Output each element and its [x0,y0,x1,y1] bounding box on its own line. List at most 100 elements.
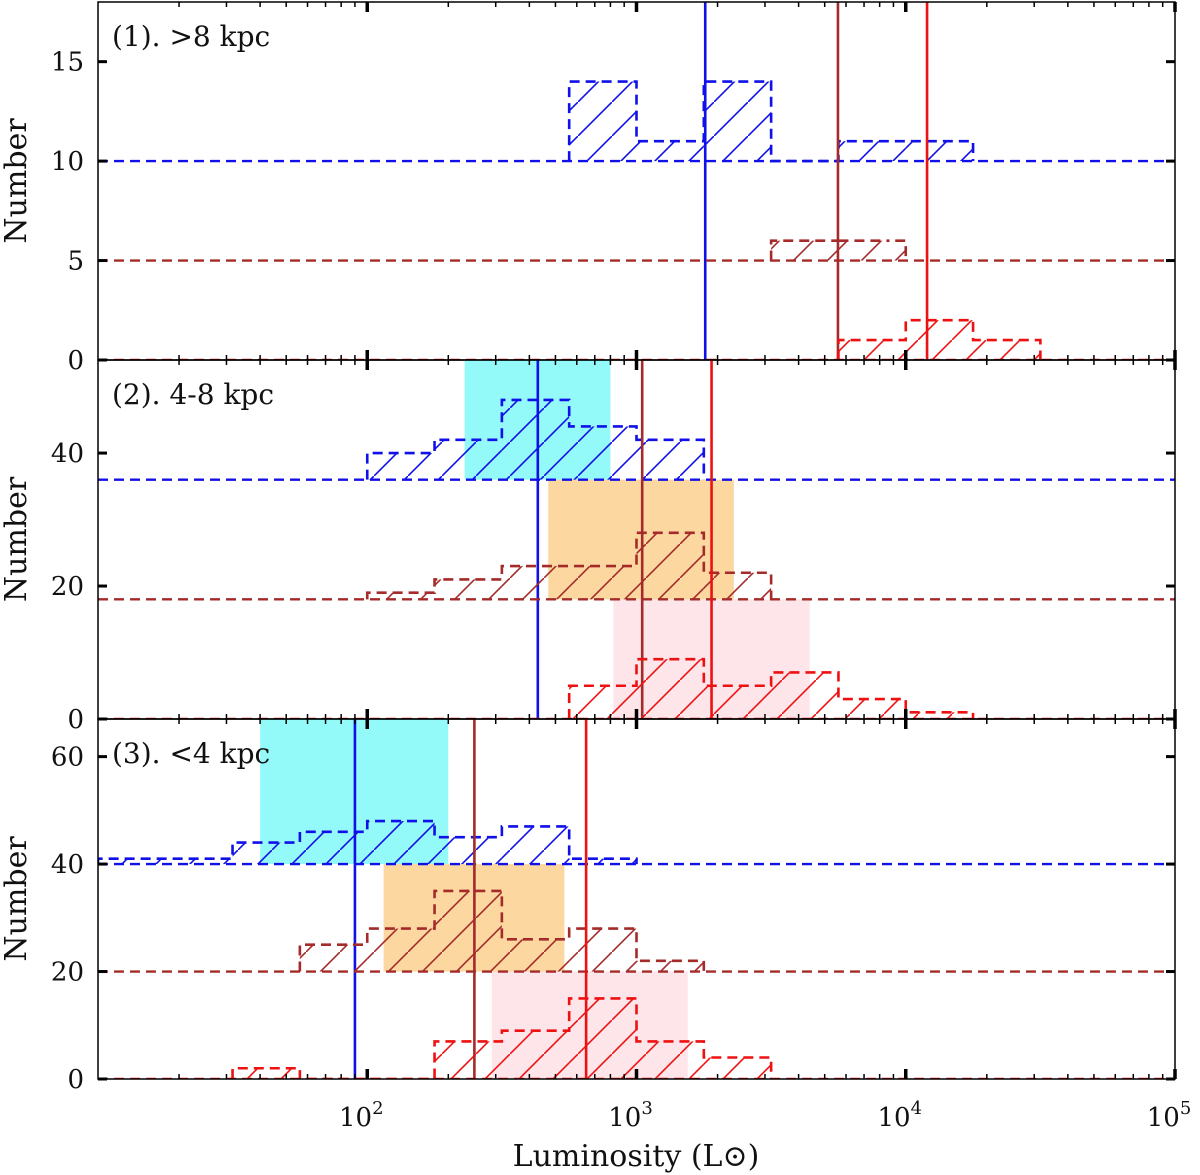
histogram-bar [232,842,300,865]
histogram-bar [569,426,637,480]
histogram-bar [299,831,368,865]
histogram-bar [299,944,368,972]
x-tick-base: 10 [608,1103,641,1133]
y-tick-label: 40 [51,850,84,880]
x-tick-labels: 102 103 104 105 [339,1098,1191,1133]
y-tick-label: 10 [51,147,84,177]
histogram-outline [298,889,706,972]
panel-title: (1). >8 kpc [112,20,270,53]
x-axis-label: Luminosity (L⊙) [513,1139,760,1174]
panel-3: 0 20 40 60 (3). <4 kpc Number [0,718,1177,1095]
panel-1: 0 5 10 15 (1). >8 kpc Number [0,1,1177,376]
histogram-bar [232,1068,300,1079]
histogram-bar [636,141,704,162]
y-axis-label: Number [0,836,34,962]
histogram-bar [636,659,704,719]
panel-plot-area [98,2,1175,360]
histogram-bar [434,579,502,600]
histogram-bar [703,685,772,719]
histogram-bar [434,439,502,480]
y-axis-label: Number [0,118,34,244]
histogram-bar [703,1057,772,1079]
x-tick-base: 10 [339,1103,372,1133]
histogram-red [98,360,1175,719]
histogram-bar [771,672,839,719]
x-tick-exponent: 5 [1180,1098,1191,1119]
histogram-bar [905,712,974,719]
panel-plot-area [98,719,1175,1079]
histogram-bar [838,340,906,360]
histogram-bar [501,566,570,600]
histogram-bar [636,532,704,600]
x-tick-base: 10 [1147,1103,1180,1133]
histogram-bar [501,939,570,972]
panel-title: (3). <4 kpc [112,737,270,770]
histogram-bar [771,240,839,261]
y-tick-label: 0 [67,705,84,735]
histogram-bar [973,340,1041,360]
histogram-bar [569,81,637,162]
histogram-bar [636,1041,704,1079]
histogram-outline [365,398,706,480]
x-tick-base: 10 [877,1103,910,1133]
y-tick-label: 60 [51,743,84,773]
y-tick-label: 0 [67,346,84,376]
y-tick-label: 5 [67,247,84,277]
histogram-bar [905,320,974,360]
histogram-bar [367,821,435,865]
histogram-brown [98,2,1175,360]
histogram-bar [838,699,906,719]
y-tick-label: 20 [51,958,84,988]
histogram-blue [98,2,1175,360]
histogram-blue [98,360,1175,719]
histogram-bar [838,240,906,261]
histogram-bar [501,826,570,865]
histogram-bar [367,453,435,480]
histogram-bar [569,685,637,719]
histogram-bar [905,141,974,162]
x-tick-exponent: 4 [911,1098,922,1119]
histogram-red [98,719,1175,1079]
histogram-bar [636,439,704,480]
panel-frame [97,1,1176,361]
x-tick-label: 103 [608,1098,653,1133]
histogram-bar [98,858,166,865]
y-tick-label: 40 [51,439,84,469]
x-tick-exponent: 3 [641,1098,652,1119]
y-tick-label: 0 [67,1065,84,1095]
x-tick-label: 104 [877,1098,922,1133]
histogram-bar [434,837,502,865]
histogram-bar [636,960,704,972]
histogram-bar [838,141,906,162]
histogram-brown [98,360,1175,719]
histogram-bar [569,928,637,972]
histogram-bar [703,81,772,162]
histogram-bar [165,858,233,865]
histogram-bar [501,399,570,480]
panel-plot-area [98,360,1175,719]
histogram-bar [367,928,435,972]
histogram-outline [365,531,773,600]
x-tick-exponent: 2 [372,1098,383,1119]
histogram-brown [98,719,1175,1079]
histogram-bar [434,1041,502,1079]
histogram-bar [703,572,772,600]
histogram-bar [501,1030,570,1079]
histogram-outline [231,997,773,1079]
histogram-outline [567,80,975,163]
x-tick-label: 102 [339,1098,384,1133]
panel-title: (2). 4-8 kpc [112,378,274,411]
histogram-bar [569,998,637,1079]
histogram-red [98,2,1175,360]
histogram-blue [98,719,1175,1079]
x-tick-label: 105 [1147,1098,1192,1133]
histogram-bar [569,858,637,865]
y-tick-label: 20 [51,572,84,602]
y-axis-label: Number [0,476,34,602]
histogram-bar [569,566,637,600]
histogram-bar [367,592,435,600]
histogram-bar [434,890,502,972]
panel-2: 0 20 40 (2). 4-8 kpc Number [0,359,1177,735]
